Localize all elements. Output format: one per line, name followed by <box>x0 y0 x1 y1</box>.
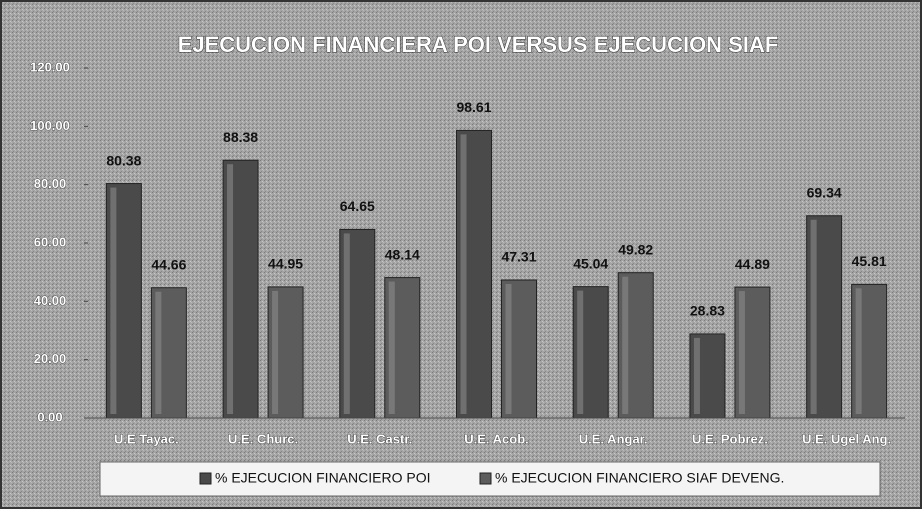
y-tick-label: 60.00 <box>34 234 67 249</box>
y-tick-label: 80.00 <box>34 176 67 191</box>
value-label: 44.95 <box>268 256 303 272</box>
x-tick-label: U.E. Pobrez. <box>692 431 768 446</box>
bar-highlight <box>460 134 467 414</box>
legend-label: % EJECUCION FINANCIERO POI <box>215 470 430 486</box>
y-tick-label: 120.00 <box>30 59 70 74</box>
y-tick-label: 20.00 <box>34 351 67 366</box>
value-label: 49.82 <box>618 241 653 257</box>
bar-highlight <box>505 284 512 414</box>
x-tick-label: U.E Tayac. <box>114 431 179 446</box>
value-label: 44.66 <box>151 256 186 272</box>
bar-highlight <box>855 288 862 414</box>
legend-swatch <box>479 472 492 485</box>
y-tick-label: 0.00 <box>37 409 62 424</box>
legend-swatch <box>199 472 212 485</box>
value-label: 88.38 <box>223 129 258 145</box>
value-label: 98.61 <box>456 99 491 115</box>
legend-label: % EJECUCION FINANCIERO SIAF DEVENG. <box>495 470 784 486</box>
bar-highlight <box>738 291 745 414</box>
value-label: 64.65 <box>340 198 375 214</box>
value-label: 80.38 <box>106 152 141 168</box>
bar-highlight <box>810 219 817 414</box>
bar-highlight <box>227 164 234 414</box>
bar-highlight <box>622 276 629 414</box>
x-tick-label: U.E. Acob. <box>464 431 529 446</box>
bar-highlight <box>577 290 584 414</box>
y-tick-label: 100.00 <box>30 118 70 133</box>
bar-highlight <box>272 290 279 414</box>
bar-highlight <box>110 187 117 414</box>
x-tick-label: U.E. Churc. <box>228 431 298 446</box>
value-label: 44.89 <box>735 256 770 272</box>
value-label: 69.34 <box>807 184 842 200</box>
value-label: 45.81 <box>852 253 887 269</box>
value-label: 45.04 <box>573 255 608 271</box>
bar-highlight <box>693 337 700 414</box>
bar-highlight <box>155 291 162 414</box>
x-tick-label: U.E. Ugel Ang. <box>802 431 891 446</box>
value-label: 48.14 <box>385 246 420 262</box>
x-tick-label: U.E. Angar. <box>579 431 648 446</box>
value-label: 47.31 <box>501 249 536 265</box>
x-tick-label: U.E. Castr. <box>347 431 412 446</box>
y-tick-label: 40.00 <box>34 293 67 308</box>
bar-highlight <box>388 281 395 414</box>
chart-title: EJECUCION FINANCIERA POI VERSUS EJECUCIO… <box>178 32 779 57</box>
bar-highlight <box>343 233 350 414</box>
value-label: 28.83 <box>690 303 725 319</box>
